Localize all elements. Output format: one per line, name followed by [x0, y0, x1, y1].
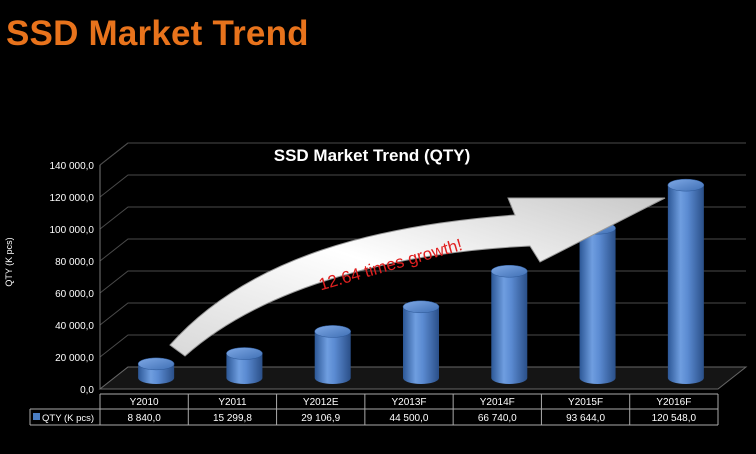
bar-top: [491, 264, 528, 278]
bar-top: [402, 300, 440, 314]
bar-body: [491, 271, 528, 384]
y-axis-label: QTY (K pcs): [4, 237, 14, 286]
x-tick-label: Y2011: [218, 397, 247, 408]
data-label: 44 500,0: [390, 413, 429, 424]
bar: [226, 347, 263, 384]
bar-body: [314, 331, 351, 384]
x-tick-label: Y2012E: [303, 397, 339, 408]
bar: [491, 264, 528, 384]
bar-top: [226, 347, 263, 360]
y-tick-label: 100 000,0: [50, 225, 95, 236]
data-table: Y2010 8 840,0 Y2011 15 299,8 Y2012E 29 106,9 Y…: [29, 393, 719, 426]
gridline: [99, 174, 746, 198]
data-label: 66 740,0: [478, 413, 517, 424]
gridline: [99, 302, 746, 326]
y-tick-label: 40 000,0: [55, 321, 94, 332]
slide-title: SSD Market Trend: [6, 14, 309, 53]
y-tick-label: 80 000,0: [55, 257, 94, 268]
y-axis: 0,0 20 000,0 40 000,0 60 000,0 80 000,0 100 0…: [50, 161, 101, 396]
arrow-shape: [169, 197, 666, 357]
bar: [137, 357, 175, 384]
x-tick-label: Y2014F: [480, 397, 515, 408]
bars: [137, 178, 705, 384]
y-tick-label: 0,0: [80, 385, 94, 396]
bar: [579, 221, 616, 384]
x-tick-label: Y2013F: [391, 397, 426, 408]
data-label: 15 299,8: [213, 413, 252, 424]
bar: [667, 178, 705, 384]
y-tick-label: 20 000,0: [55, 353, 94, 364]
legend-swatch: [33, 413, 40, 420]
bar-top: [137, 357, 175, 371]
x-tick-label: Y2015F: [568, 397, 603, 408]
bar-body: [579, 228, 616, 384]
bar-top: [314, 325, 351, 338]
bar-body: [667, 185, 704, 384]
gridline: [99, 334, 746, 358]
gridline: [99, 270, 746, 294]
y-tick-label: 60 000,0: [55, 289, 94, 300]
x-tick-label: Y2010: [130, 397, 159, 408]
x-tick-label: Y2016F: [656, 397, 691, 408]
bar-body: [403, 306, 439, 384]
bar: [314, 325, 351, 384]
data-label: 120 548,0: [652, 413, 697, 424]
bar-body: [226, 353, 263, 384]
gridline: [99, 142, 746, 166]
data-label: 8 840,0: [127, 413, 161, 424]
legend-series-name: QTY (K pcs): [42, 413, 94, 424]
bar: [402, 300, 440, 384]
chart-title: SSD Market Trend (QTY): [274, 146, 470, 165]
y-tick-label: 120 000,0: [50, 193, 95, 204]
data-label: 29 106,9: [301, 413, 340, 424]
bar-top: [667, 178, 705, 192]
y-tick-label: 140 000,0: [50, 161, 95, 172]
data-label: 93 644,0: [566, 413, 605, 424]
